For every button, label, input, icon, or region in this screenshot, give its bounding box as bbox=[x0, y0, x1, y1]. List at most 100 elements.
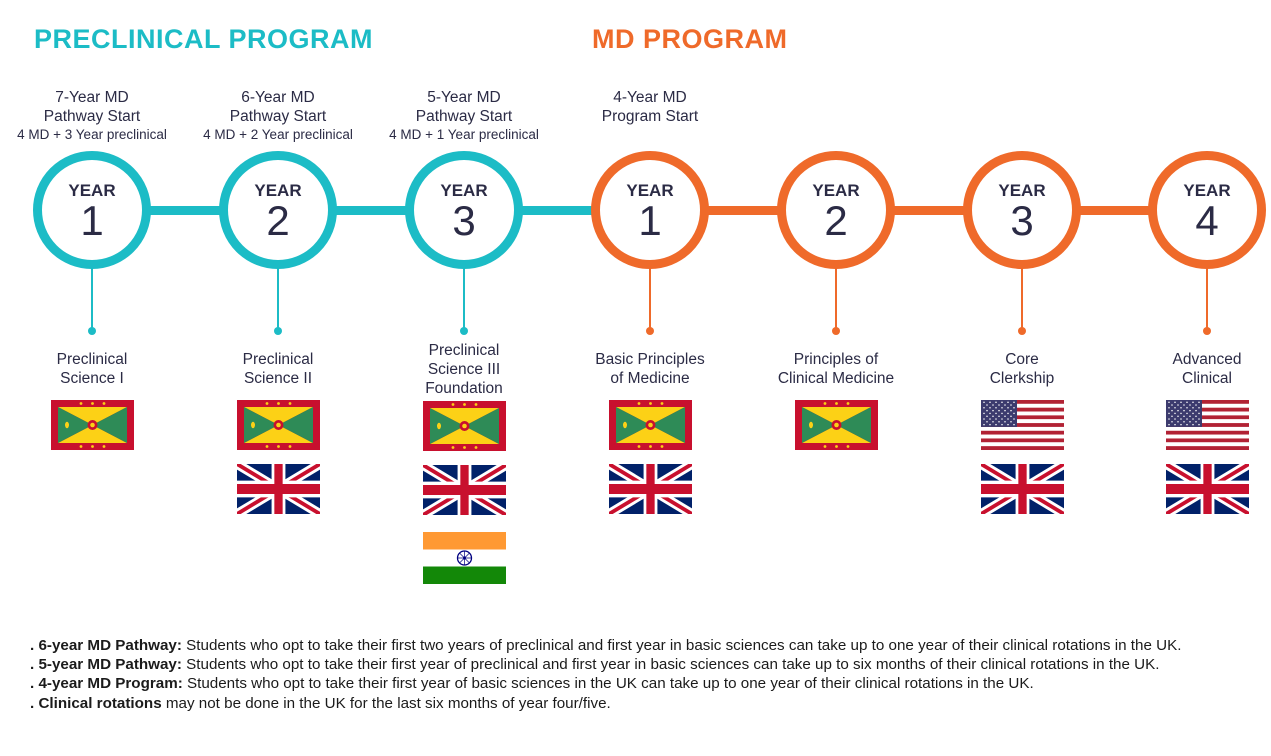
pathway-start-title-line: 4-Year MD bbox=[613, 89, 687, 106]
uk-flag bbox=[609, 464, 692, 514]
timeline-column-preclinical-year-3: 5-Year MD Pathway Start 4 MD + 1 Year pr… bbox=[364, 0, 564, 600]
course-name-line: of Medicine bbox=[610, 370, 690, 387]
connector-stem bbox=[835, 268, 837, 330]
note-item-text: Students who opt to take their first yea… bbox=[181, 656, 1160, 674]
course-name-line: Preclinical bbox=[242, 351, 314, 368]
year-label: YEAR bbox=[626, 181, 674, 200]
connector-stem bbox=[277, 268, 279, 330]
pathway-start-title-line: 6-Year MD bbox=[241, 89, 315, 106]
timeline-line-md bbox=[600, 206, 1210, 215]
timeline-column-md-year-4: YEAR 4 Advanced Clinical bbox=[1107, 0, 1271, 600]
year-circle: YEAR 4 bbox=[1148, 151, 1266, 269]
course-name-line: Science III bbox=[427, 361, 501, 378]
grenada-flag bbox=[609, 400, 692, 450]
course-name-line: Preclinical bbox=[56, 351, 128, 368]
connector-dot bbox=[832, 327, 840, 335]
connector-stem bbox=[649, 268, 651, 330]
pathway-start-subtitle: 4 MD + 3 Year preclinical bbox=[17, 127, 167, 142]
pathway-start-title-line: Pathway Start bbox=[43, 108, 141, 125]
year-circle: YEAR 1 bbox=[591, 151, 709, 269]
pathway-start-label: 7-Year MD Pathway Start 4 MD + 3 Year pr… bbox=[0, 88, 192, 143]
year-circle: YEAR 1 bbox=[33, 151, 151, 269]
pathway-start-title-line: Program Start bbox=[601, 108, 699, 125]
course-name-line: Basic Principles bbox=[595, 351, 705, 368]
grenada-flag bbox=[237, 400, 320, 450]
course-name-line: Science I bbox=[60, 370, 124, 387]
course-name-line: Science II bbox=[243, 370, 313, 387]
usa-flag bbox=[981, 400, 1064, 450]
year-number: 2 bbox=[824, 197, 848, 244]
course-name: Preclinical Science II bbox=[178, 350, 378, 388]
course-name-line: Foundation bbox=[425, 380, 503, 397]
grenada-flag bbox=[423, 401, 506, 451]
year-label: YEAR bbox=[254, 181, 302, 200]
timeline-column-md-year-3: YEAR 3 Core Clerkship bbox=[922, 0, 1122, 600]
pathway-start-label: 4-Year MD Program Start bbox=[550, 88, 750, 126]
note-item-bold: . 4-year MD Program: bbox=[30, 675, 183, 693]
year-circle: YEAR 3 bbox=[405, 151, 523, 269]
note-item-bold: . Clinical rotations bbox=[30, 694, 162, 712]
connector-dot bbox=[460, 327, 468, 335]
note-item: . 5-year MD Pathway: Students who opt to… bbox=[30, 655, 1255, 674]
pathway-start-label: 6-Year MD Pathway Start 4 MD + 2 Year pr… bbox=[178, 88, 378, 143]
preclinical-program-header: PRECLINICAL PROGRAM bbox=[34, 24, 374, 54]
grenada-flag bbox=[795, 400, 878, 450]
timeline-column-preclinical-year-1: 7-Year MD Pathway Start 4 MD + 3 Year pr… bbox=[0, 0, 192, 600]
year-number: 3 bbox=[452, 197, 476, 244]
uk-flag bbox=[1166, 464, 1249, 514]
year-number: 1 bbox=[80, 197, 104, 244]
note-item-text: Students who opt to take their first yea… bbox=[182, 675, 1034, 693]
pathway-start-label: 5-Year MD Pathway Start 4 MD + 1 Year pr… bbox=[364, 88, 564, 143]
course-name-line: Core bbox=[1005, 351, 1039, 368]
note-item-bold: . 6-year MD Pathway: bbox=[30, 637, 182, 654]
note-item: . 6-year MD Pathway: Students who opt to… bbox=[30, 636, 1255, 655]
year-label: YEAR bbox=[1183, 181, 1231, 200]
note-item-text: Students who opt to take their first two… bbox=[181, 637, 1182, 654]
timeline-column-preclinical-year-2: 6-Year MD Pathway Start 4 MD + 2 Year pr… bbox=[178, 0, 378, 600]
grenada-flag bbox=[51, 400, 134, 450]
year-number: 3 bbox=[1010, 197, 1034, 244]
year-label: YEAR bbox=[68, 181, 116, 200]
md-program-header: MD PROGRAM bbox=[592, 24, 788, 54]
year-circle: YEAR 3 bbox=[963, 151, 1081, 269]
pathway-start-title-line: 7-Year MD bbox=[55, 89, 129, 106]
timeline-line-preclinical bbox=[92, 206, 652, 215]
uk-flag bbox=[981, 464, 1064, 514]
year-number: 2 bbox=[266, 197, 290, 244]
connector-dot bbox=[274, 327, 282, 335]
timeline-column-md-year-1: 4-Year MD Program Start YEAR 1 Basic Pri… bbox=[550, 0, 750, 600]
pathway-start-title-line: Pathway Start bbox=[229, 108, 327, 125]
note-item-bold: . 5-year MD Pathway: bbox=[30, 656, 182, 674]
pathway-notes: . 6-year MD Pathway: Students who opt to… bbox=[30, 636, 1255, 713]
course-name-line: Preclinical bbox=[428, 342, 500, 359]
year-circle: YEAR 2 bbox=[219, 151, 337, 269]
pathway-start-title-line: Pathway Start bbox=[415, 108, 513, 125]
connector-dot bbox=[646, 327, 654, 335]
note-item: . 4-year MD Program: Students who opt to… bbox=[30, 674, 1255, 693]
note-item: . Clinical rotations may not be done in … bbox=[30, 694, 1255, 713]
year-number: 1 bbox=[638, 197, 662, 244]
year-circle: YEAR 2 bbox=[777, 151, 895, 269]
connector-dot bbox=[1203, 327, 1211, 335]
uk-flag bbox=[423, 465, 506, 515]
pathway-start-title-line: 5-Year MD bbox=[427, 89, 501, 106]
timeline-column-md-year-2: YEAR 2 Principles of Clinical Medicine bbox=[736, 0, 936, 600]
course-name: Preclinical Science III Foundation bbox=[364, 341, 564, 398]
pathway-start-subtitle: 4 MD + 2 Year preclinical bbox=[203, 127, 353, 142]
course-name-line: Principles of bbox=[793, 351, 879, 368]
course-name-line: Clinical bbox=[1182, 370, 1232, 387]
india-flag bbox=[423, 532, 506, 584]
connector-stem bbox=[463, 268, 465, 330]
course-name: Principles of Clinical Medicine bbox=[736, 350, 936, 388]
course-name: Advanced Clinical bbox=[1107, 350, 1271, 388]
year-label: YEAR bbox=[440, 181, 488, 200]
usa-flag bbox=[1166, 400, 1249, 450]
pathway-start-subtitle: 4 MD + 1 Year preclinical bbox=[389, 127, 539, 142]
year-label: YEAR bbox=[998, 181, 1046, 200]
uk-flag bbox=[237, 464, 320, 514]
course-name: Core Clerkship bbox=[922, 350, 1122, 388]
course-name-line: Clerkship bbox=[989, 370, 1055, 387]
connector-stem bbox=[1021, 268, 1023, 330]
course-name-line: Advanced bbox=[1172, 351, 1242, 368]
connector-dot bbox=[1018, 327, 1026, 335]
